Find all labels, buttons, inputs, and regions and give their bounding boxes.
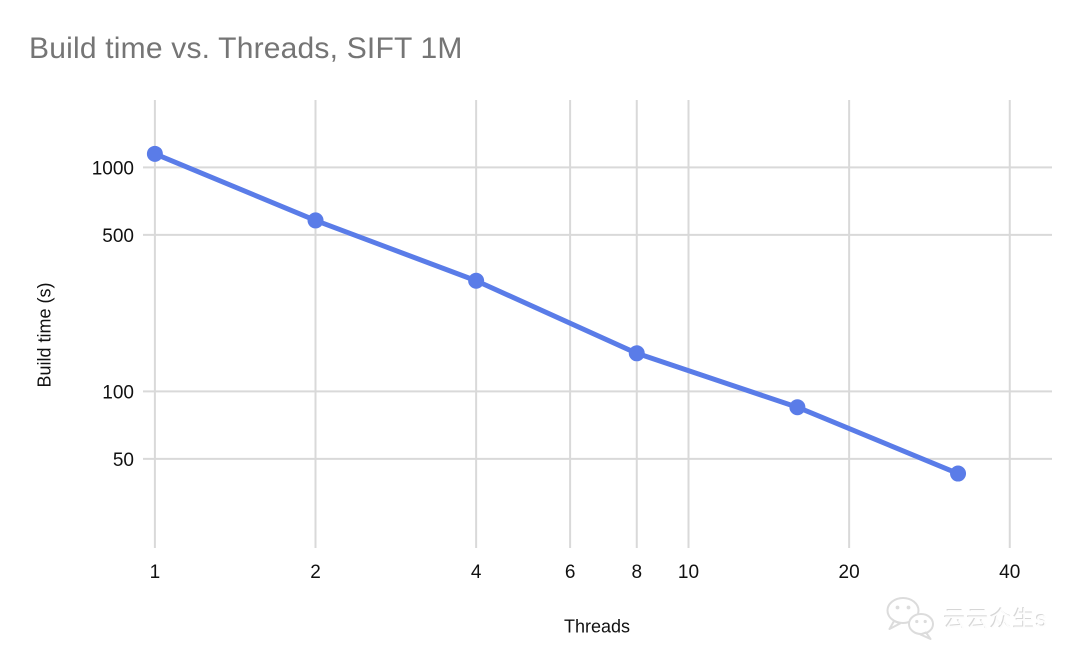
x-tick-label: 20 [839, 562, 860, 583]
y-tick-label: 100 [102, 382, 134, 403]
data-point [307, 212, 324, 229]
x-tick-label: 8 [631, 562, 642, 583]
x-tick-label: 2 [310, 562, 321, 583]
x-tick-label: 4 [471, 562, 482, 583]
x-tick-label: 40 [999, 562, 1020, 583]
x-tick-label: 6 [565, 562, 576, 583]
data-point [146, 145, 163, 162]
series-line [152, 151, 961, 477]
y-tick-label: 1000 [92, 158, 134, 179]
y-tick-label: 50 [113, 450, 134, 471]
y-tick-label: 500 [102, 226, 134, 247]
data-point [950, 465, 967, 482]
chart-title: Build time vs. Threads, SIFT 1M [29, 32, 463, 65]
data-point [628, 345, 645, 362]
x-tick-label: 10 [678, 562, 699, 583]
x-axis-title: Threads [563, 616, 631, 637]
x-tick-label: 1 [150, 562, 161, 583]
data-point [789, 399, 806, 416]
data-point [468, 272, 485, 289]
